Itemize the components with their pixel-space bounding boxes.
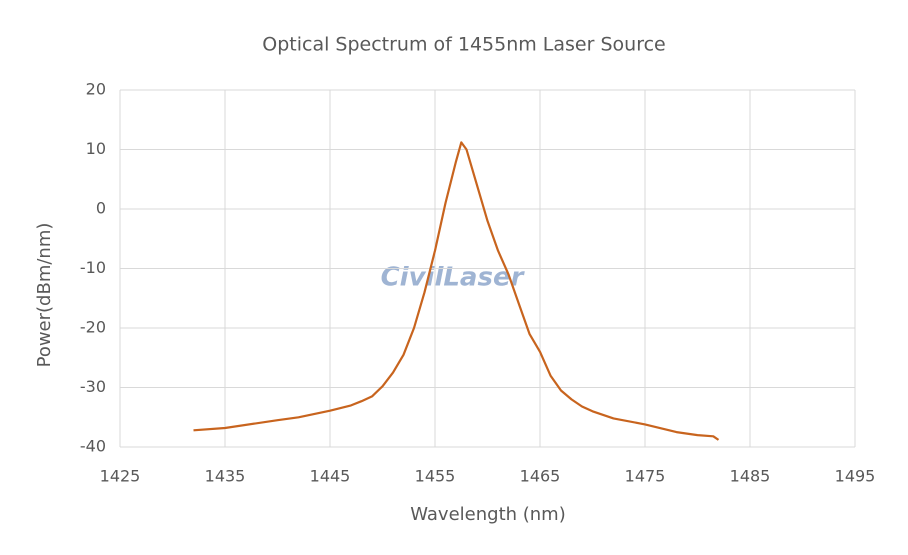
y-tick-label: -10 xyxy=(80,258,106,277)
y-tick-label: -40 xyxy=(80,437,106,456)
x-tick-label: 1495 xyxy=(835,467,876,486)
x-tick-label: 1475 xyxy=(625,467,666,486)
y-tick-label: -20 xyxy=(80,318,106,337)
x-tick-label: 1455 xyxy=(415,467,456,486)
x-tick-label: 1425 xyxy=(100,467,141,486)
x-axis-label: Wavelength (nm) xyxy=(410,504,566,525)
y-tick-label: 20 xyxy=(86,80,106,99)
x-tick-label: 1435 xyxy=(205,467,246,486)
y-tick-label: 0 xyxy=(96,199,106,218)
x-tick-label: 1465 xyxy=(520,467,561,486)
data-line xyxy=(193,141,720,441)
chart-title: Optical Spectrum of 1455nm Laser Source xyxy=(262,34,665,56)
x-tick-label: 1445 xyxy=(310,467,351,486)
x-tick-label: 1485 xyxy=(730,467,771,486)
y-axis-label: Power(dBm/nm) xyxy=(34,223,55,368)
y-tick-label: -30 xyxy=(80,377,106,396)
y-tick-label: 10 xyxy=(86,139,106,158)
watermark: CivilLaser xyxy=(381,263,526,293)
